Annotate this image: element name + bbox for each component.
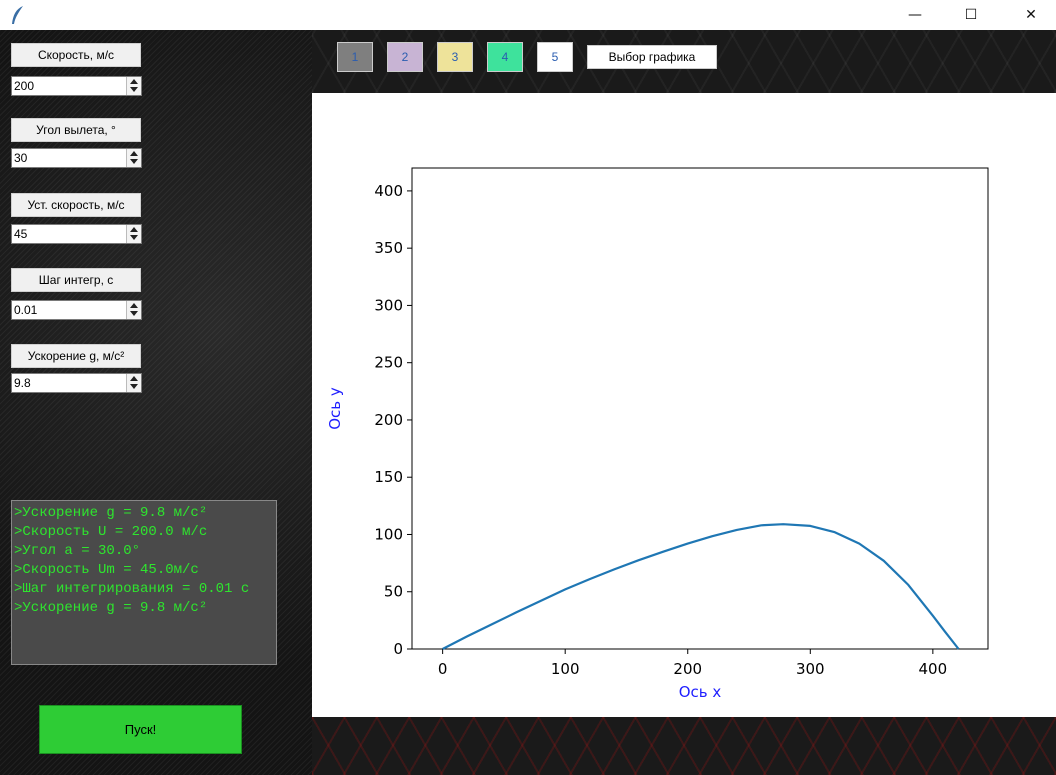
spin-arrows-icon[interactable] <box>126 149 141 167</box>
gravity-label: Ускорение g, м/с² <box>11 344 141 368</box>
console-line: >Скорость Um = 45.0м/с <box>14 562 199 578</box>
y-tick-label: 50 <box>384 583 403 601</box>
graph-toolbar <box>312 30 1056 93</box>
spin-arrows-icon[interactable] <box>126 225 141 243</box>
graph-button-4[interactable]: 4 <box>487 42 523 72</box>
select-graph-button[interactable]: Выбор графика <box>587 45 717 69</box>
angle-value: 30 <box>14 151 28 165</box>
console-line: >Угол a = 30.0° <box>14 543 141 559</box>
step-value: 0.01 <box>14 303 38 317</box>
plot-area: 0 100 200 300 400 0 50 100 150 200 250 300 350 400 Ось… <box>312 93 1056 717</box>
bottom-decoration <box>312 717 1056 775</box>
terminal-speed-label: Уст. скорость, м/с <box>11 193 141 217</box>
spin-arrows-icon[interactable] <box>126 77 141 95</box>
gravity-value: 9.8 <box>14 376 31 390</box>
x-axis-label: Ось x <box>679 683 722 701</box>
step-label: Шаг интегр, с <box>11 268 141 292</box>
console-line: >Скорость U = 200.0 м/с <box>14 524 208 540</box>
console-line: >Шаг интегрирования = 0.01 с <box>14 581 250 597</box>
graph-button-1[interactable]: 1 <box>337 42 373 72</box>
x-tick-label: 300 <box>796 660 825 678</box>
y-axis-label: Ось y <box>326 387 344 430</box>
y-tick-label: 150 <box>374 468 403 486</box>
angle-label: Угол вылета, ° <box>11 118 141 142</box>
y-tick-label: 0 <box>393 640 403 658</box>
gravity-spinbox[interactable]: 9.8 <box>11 373 142 393</box>
y-tick-label: 400 <box>374 182 403 200</box>
y-tick-label: 100 <box>374 525 403 543</box>
run-button[interactable]: Пуск! <box>39 705 242 754</box>
graph-button-3[interactable]: 3 <box>437 42 473 72</box>
step-spinbox[interactable]: 0.01 <box>11 300 142 320</box>
console-line: >Ускорение g = 9.8 м/с² <box>14 600 208 616</box>
maximize-button[interactable]: ☐ <box>964 7 978 23</box>
graph-button-5[interactable]: 5 <box>537 42 573 72</box>
console-line: >Ускорение g = 9.8 м/с² <box>14 505 208 521</box>
feather-icon <box>12 6 23 24</box>
graph-button-2[interactable]: 2 <box>387 42 423 72</box>
y-tick-label: 200 <box>374 411 403 429</box>
terminal-speed-spinbox[interactable]: 45 <box>11 224 142 244</box>
y-tick-label: 300 <box>374 296 403 314</box>
angle-spinbox[interactable]: 30 <box>11 148 142 168</box>
title-bar: — ☐ ✕ <box>0 0 1056 30</box>
x-tick-label: 0 <box>438 660 448 678</box>
plot-frame <box>411 167 989 650</box>
speed-value: 200 <box>14 79 35 93</box>
x-tick-label: 200 <box>673 660 702 678</box>
spin-arrows-icon[interactable] <box>126 301 141 319</box>
minimize-button[interactable]: — <box>908 7 922 23</box>
y-tick-label: 350 <box>374 239 403 257</box>
speed-label: Скорость, м/с <box>11 43 141 67</box>
console-output: >Ускорение g = 9.8 м/с² >Скорость U = 20… <box>11 500 277 665</box>
terminal-speed-value: 45 <box>14 227 28 241</box>
y-tick-label: 250 <box>374 354 403 372</box>
spin-arrows-icon[interactable] <box>126 374 141 392</box>
x-tick-label: 100 <box>551 660 580 678</box>
speed-spinbox[interactable]: 200 <box>11 76 142 96</box>
trajectory-line <box>442 523 960 650</box>
close-button[interactable]: ✕ <box>1025 7 1037 23</box>
x-tick-label: 400 <box>919 660 948 678</box>
trajectory-chart: 0 100 200 300 400 0 50 100 150 200 250 300 350 400 Ось… <box>326 167 989 701</box>
